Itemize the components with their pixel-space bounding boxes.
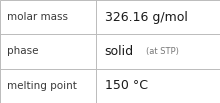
Text: molar mass: molar mass — [7, 12, 68, 22]
Text: solid: solid — [104, 45, 134, 58]
Text: phase: phase — [7, 46, 38, 57]
Text: (at STP): (at STP) — [147, 47, 179, 56]
Text: melting point: melting point — [7, 81, 77, 91]
Text: 150 °C: 150 °C — [104, 79, 147, 92]
Text: 326.16 g/mol: 326.16 g/mol — [104, 11, 187, 24]
